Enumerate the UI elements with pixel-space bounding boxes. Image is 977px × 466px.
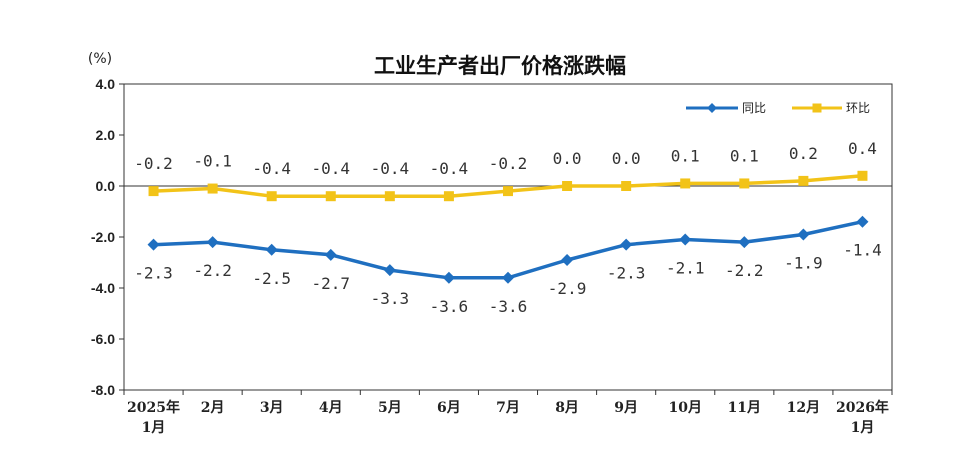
data-point xyxy=(797,228,810,241)
data-label: -2.3 xyxy=(607,264,646,283)
data-point xyxy=(679,233,692,246)
data-point xyxy=(620,238,633,251)
data-label: -0.4 xyxy=(430,159,469,178)
x-tick-label: 9月 xyxy=(614,400,638,416)
data-point xyxy=(738,236,751,249)
y-tick-label: -8.0 xyxy=(91,382,115,398)
legend-marker xyxy=(812,103,822,113)
legend-marker xyxy=(707,103,717,113)
data-label: -0.2 xyxy=(489,154,528,173)
x-tick-label: 4月 xyxy=(319,400,343,416)
data-label: -0.4 xyxy=(312,159,351,178)
y-tick-label: 0.0 xyxy=(96,178,116,194)
data-label: -0.2 xyxy=(134,154,173,173)
x-tick-label: 2026年 xyxy=(836,399,889,416)
data-label: -1.4 xyxy=(843,241,882,260)
legend-item-0: 同比 xyxy=(686,101,766,115)
x-tick-label: 11月 xyxy=(728,400,761,416)
x-tick-label: 5月 xyxy=(378,400,402,416)
data-point xyxy=(502,271,514,284)
legend-label: 同比 xyxy=(742,101,766,115)
data-point xyxy=(442,271,455,284)
data-point xyxy=(562,181,573,191)
data-label: -2.2 xyxy=(193,261,232,280)
data-label: -2.7 xyxy=(312,274,351,293)
x-tick-label: 8月 xyxy=(555,400,579,416)
y-axis-ticks: 4.0 2.0 0.0 -2.0 -4.0 -6.0 -8.0 xyxy=(91,76,124,398)
y-tick-label: -2.0 xyxy=(91,229,115,245)
data-label: -2.3 xyxy=(134,264,173,283)
series-layer: -2.3 -2.2 -2.5 -2.7 -3.3 -3.6 -3.6 -2.9 -2.3 -2.1… xyxy=(134,139,881,316)
data-label: -2.2 xyxy=(725,261,764,280)
data-label: -0.4 xyxy=(371,159,410,178)
data-label: 0.0 xyxy=(553,149,582,168)
x-tick-label: 6月 xyxy=(437,400,461,416)
data-label: 0.2 xyxy=(789,144,818,163)
data-point xyxy=(561,253,574,266)
data-label: -3.6 xyxy=(489,297,528,316)
x-tick-label: 2025年 xyxy=(127,399,180,416)
data-point xyxy=(148,186,159,197)
legend-label: 环比 xyxy=(846,101,870,115)
data-point xyxy=(383,264,396,277)
data-label: -2.1 xyxy=(666,259,705,278)
x-tick-label: 10月 xyxy=(668,400,701,416)
legend-item-1: 环比 xyxy=(792,101,870,115)
y-tick-label: 2.0 xyxy=(96,127,116,143)
data-point xyxy=(207,183,218,194)
data-point xyxy=(325,191,336,202)
data-point xyxy=(739,178,750,189)
data-point xyxy=(621,181,632,191)
data-label: -0.4 xyxy=(252,159,291,178)
x-tick-label: 12月 xyxy=(787,400,820,416)
data-point xyxy=(857,170,868,181)
y-tick-label: -6.0 xyxy=(91,331,115,347)
chart-title: 工业生产者出厂价格涨跌幅 xyxy=(374,54,626,78)
data-label: -3.3 xyxy=(371,289,410,308)
x-tick-label: 2月 xyxy=(201,400,225,416)
data-label: -3.6 xyxy=(430,297,469,316)
data-label: -1.9 xyxy=(784,253,823,272)
data-label: 0.1 xyxy=(671,146,700,165)
data-label: 0.4 xyxy=(848,139,877,158)
data-point xyxy=(503,186,513,197)
data-point xyxy=(147,238,160,251)
data-point xyxy=(266,191,277,202)
data-point xyxy=(206,236,219,249)
data-point xyxy=(384,191,395,202)
series-1: -0.2 -0.1 -0.4 -0.4 -0.4 -0.4 -0.2 0.0 0.0 0.1 0.1… xyxy=(134,139,877,202)
x-tick-label: 3月 xyxy=(260,400,284,416)
data-point xyxy=(856,215,869,228)
data-label: -2.5 xyxy=(252,269,291,288)
series-0: -2.3 -2.2 -2.5 -2.7 -3.3 -3.6 -3.6 -2.9 -2.3 -2.1… xyxy=(134,215,882,316)
x-tick-label: 1月 xyxy=(851,420,875,436)
data-label: 0.1 xyxy=(730,146,759,165)
y-tick-label: 4.0 xyxy=(96,76,116,92)
x-axis-ticks: 2025年 1月 2月 3月 4月 5月 6月 7月 8月 9月 10月 11月 12月 2026年 1月 xyxy=(123,390,893,436)
data-point xyxy=(443,191,454,202)
x-tick-label: 1月 xyxy=(142,420,166,436)
data-label: -2.9 xyxy=(548,279,587,298)
data-label: -0.1 xyxy=(193,152,232,171)
data-label: 0.0 xyxy=(612,149,641,168)
y-tick-label: -4.0 xyxy=(91,280,115,296)
legend: 同比 环比 xyxy=(686,101,870,115)
y-axis-unit: (%) xyxy=(88,51,112,67)
x-tick-label: 7月 xyxy=(496,400,520,416)
data-point xyxy=(798,175,809,186)
data-point xyxy=(265,243,278,256)
data-point xyxy=(680,178,691,189)
data-point xyxy=(324,248,337,261)
